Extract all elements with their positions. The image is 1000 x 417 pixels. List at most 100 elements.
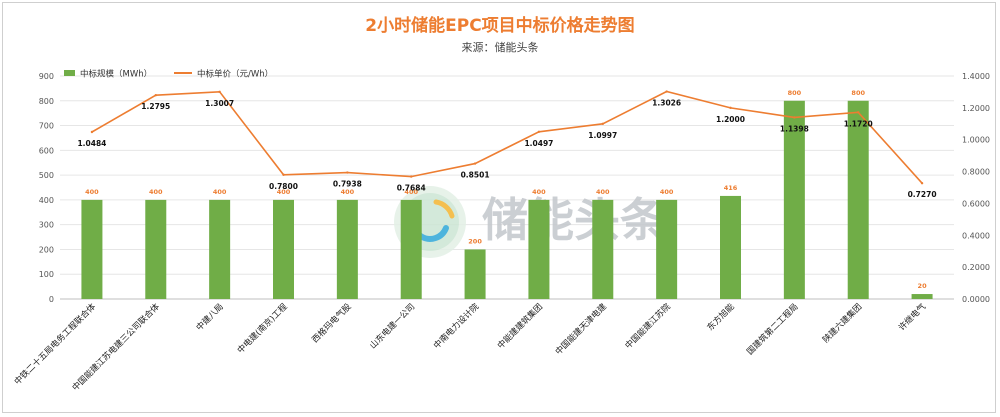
right-tick-label: 0.6000 (962, 199, 990, 208)
line-point (90, 130, 94, 134)
bar (911, 294, 933, 299)
bar-value-label: 200 (468, 237, 482, 245)
line-value-label: 0.8501 (461, 171, 490, 180)
left-tick-label: 100 (39, 270, 54, 279)
bar-value-label: 400 (149, 188, 163, 196)
right-tick-label: 0.0000 (962, 295, 990, 304)
line-point (473, 162, 477, 165)
line-point (410, 175, 413, 178)
line-value-label: 1.1398 (780, 124, 809, 133)
category-label: 西格玛电气股 (310, 301, 354, 345)
category-label: 山东电建一公司 (367, 301, 417, 351)
category-label: 中国能建天津电建 (553, 301, 609, 357)
bar-value-label: 400 (213, 188, 227, 196)
bar-value-label: 800 (788, 89, 802, 97)
watermark-text: 储能头条 (482, 193, 666, 247)
bar-value-label: 400 (532, 188, 546, 196)
bar (783, 100, 805, 300)
line-point (218, 90, 221, 94)
line-point (729, 106, 732, 110)
line-path (91, 90, 923, 184)
bar (720, 195, 741, 299)
legend: 中标规模（MWh） 中标单价（元/Wh） (64, 69, 273, 80)
line-value-label: 1.2000 (716, 115, 745, 124)
category-label: 国建筑第二工程局 (745, 301, 801, 357)
right-axis: 0.0000 0.2000 0.4000 0.6000 0.8000 1.0000 1.20… (962, 72, 990, 304)
chart-subtitle: 来源：储能头条 (461, 41, 539, 54)
bar-value-label: 20 (918, 282, 928, 290)
line-point (920, 181, 924, 185)
left-tick-label: 200 (39, 245, 54, 254)
category-label: 东方旭能 (705, 301, 737, 333)
gridlines (60, 75, 954, 300)
line-point (346, 171, 349, 174)
left-tick-label: 300 (39, 221, 54, 230)
left-tick-label: 700 (39, 122, 54, 131)
bar (400, 199, 422, 299)
bar-value-label: 400 (85, 188, 99, 196)
left-tick-label: 500 (39, 171, 54, 180)
right-tick-label: 0.2000 (962, 263, 990, 272)
bar (656, 199, 678, 299)
line-point (857, 111, 860, 114)
bar-value-label: 416 (724, 184, 738, 192)
left-axis: 0 100 200 300 400 500 600 700 800 900 (39, 72, 54, 304)
line-value-label: 1.3007 (205, 99, 234, 108)
bar (273, 199, 294, 299)
line-point (665, 90, 668, 93)
line-series: 1.0484 1.2795 1.3007 0.7800 0.7938 0.7684 0.85… (77, 90, 937, 199)
line-value-label: 0.7270 (908, 190, 937, 199)
line-value-label: 1.1720 (844, 119, 873, 128)
right-tick-label: 1.0000 (962, 136, 990, 145)
right-tick-label: 0.4000 (962, 231, 990, 240)
legend-bar-label: 中标规模（MWh） (80, 69, 152, 80)
category-label: 中南电力设计院 (431, 301, 481, 351)
line-point (537, 130, 541, 133)
chart-frame (2, 2, 996, 413)
bar-value-label: 400 (404, 188, 418, 196)
bar (81, 199, 103, 299)
left-tick-label: 0 (49, 295, 54, 304)
left-tick-label: 400 (39, 196, 54, 205)
category-label: 中能建建筑集团 (495, 301, 545, 351)
line-value-label: 1.2795 (141, 102, 170, 111)
left-tick-label: 900 (39, 72, 54, 81)
right-tick-label: 1.2000 (962, 104, 990, 113)
line-value-label: 0.7800 (269, 182, 298, 191)
bar (209, 199, 231, 299)
legend-bar-swatch (64, 70, 75, 76)
bar-value-label: 800 (851, 89, 865, 97)
chart-title: 2小时储能EPC项目中标价格走势图 (365, 16, 635, 36)
bar (592, 199, 614, 299)
line-point (282, 173, 285, 176)
line-point (793, 116, 796, 119)
bar (145, 199, 167, 299)
bar-value-label: 400 (341, 188, 355, 196)
line-value-label: 1.0497 (524, 139, 553, 148)
left-tick-label: 800 (39, 97, 54, 106)
category-label: 陕建六建集团 (820, 301, 864, 345)
line-value-label: 1.3026 (652, 99, 681, 108)
bar-value-label: 400 (596, 188, 610, 196)
right-tick-label: 1.4000 (962, 72, 990, 81)
category-label: 中电建(南京)工程 (235, 301, 290, 356)
bar (464, 249, 486, 299)
bar (847, 100, 869, 300)
category-label: 许继电气 (896, 301, 928, 333)
line-value-label: 0.7938 (333, 180, 362, 189)
bar-value-label: 400 (277, 188, 291, 196)
bar (528, 199, 550, 299)
line-point (154, 93, 157, 97)
line-value-label: 0.7684 (397, 184, 426, 193)
line-point (601, 122, 604, 126)
bar-value-label: 400 (660, 188, 674, 196)
bar-series: 400 400 400 400 400 400 200 400 400 400 416 800 800 2… (81, 89, 933, 300)
left-tick-label: 600 (39, 146, 54, 155)
category-label: 中国能建江苏院 (623, 301, 673, 351)
line-value-label: 1.0997 (588, 131, 617, 140)
legend-line-label: 中标单价（元/Wh） (197, 69, 273, 80)
bar (336, 199, 358, 299)
right-tick-label: 0.8000 (962, 168, 990, 177)
